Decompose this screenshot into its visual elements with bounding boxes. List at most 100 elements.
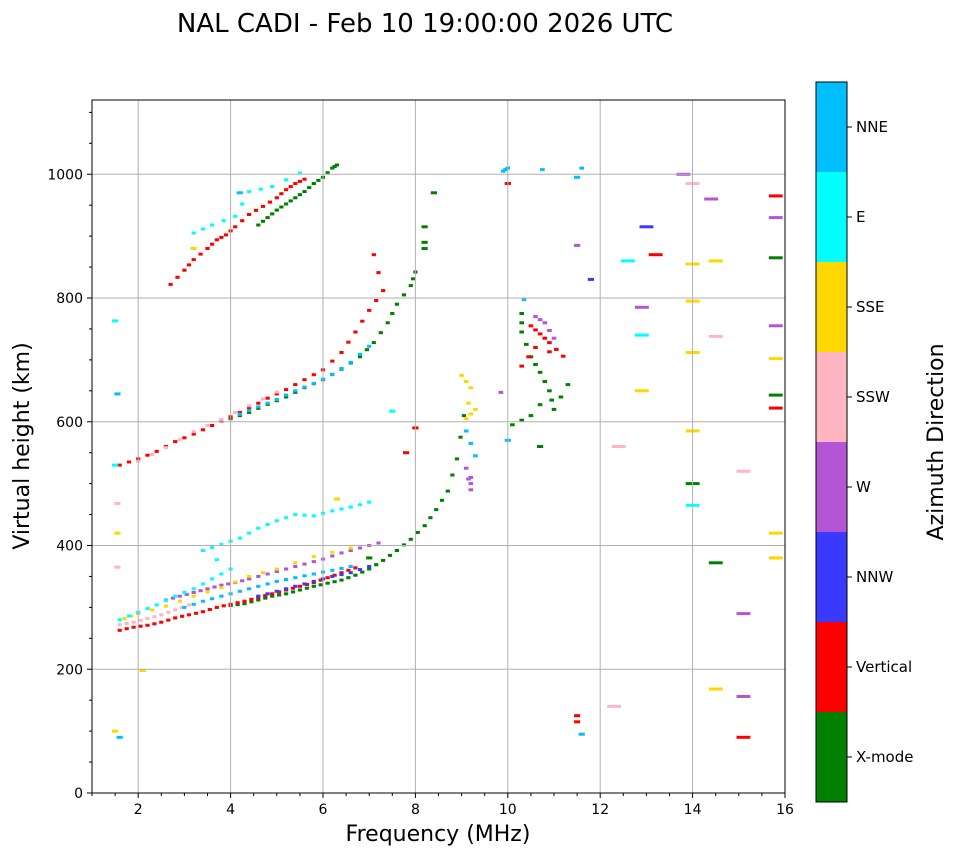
- y-axis-ticks: 0 200 400 600 800 1000: [47, 111, 92, 802]
- isolated-mark: [708, 334, 723, 338]
- trace-mark: [401, 543, 406, 547]
- trace-mark: [547, 341, 552, 345]
- trace-mark: [542, 321, 548, 325]
- trace-mark: [558, 395, 564, 399]
- trace-mark: [267, 200, 272, 204]
- trace-mark: [237, 536, 242, 540]
- trace-mark: [117, 618, 122, 622]
- trace-mark: [293, 565, 298, 568]
- trace-mark: [381, 558, 386, 562]
- trace-mark: [367, 500, 372, 504]
- trace-mark: [182, 268, 187, 272]
- trace-mark: [131, 625, 136, 629]
- isolated-mark: [430, 191, 437, 195]
- trace-mark: [473, 407, 478, 411]
- trace-mark: [325, 576, 330, 580]
- isolated-mark: [768, 194, 783, 198]
- trace-mark: [260, 219, 266, 223]
- trace-mark: [519, 312, 524, 315]
- trace-mark: [210, 223, 215, 227]
- trace-mark: [152, 622, 157, 626]
- trace-mark: [357, 355, 363, 359]
- trace-mark: [521, 298, 527, 301]
- trace-mark: [537, 332, 543, 336]
- trace-mark: [154, 449, 159, 453]
- trace-mark: [219, 572, 224, 576]
- trace-mark: [258, 187, 263, 191]
- trace-mark: [214, 558, 219, 562]
- isolated-mark: [537, 445, 544, 448]
- trace-mark: [180, 605, 185, 609]
- trace-mark: [210, 424, 215, 427]
- isolated-mark: [574, 243, 581, 247]
- isolated-mark: [333, 497, 340, 501]
- trace-mark: [219, 586, 224, 590]
- trace-mark: [173, 594, 178, 598]
- trace-mark: [186, 613, 192, 617]
- trace-mark: [290, 590, 296, 594]
- trace-mark: [311, 373, 316, 377]
- isolated-mark: [574, 714, 581, 718]
- trace-mark: [240, 579, 245, 583]
- isolated-mark: [421, 240, 428, 244]
- trace-mark: [219, 235, 224, 239]
- trace-mark: [186, 603, 192, 607]
- trace-mark: [332, 573, 337, 577]
- trace-mark: [348, 546, 353, 550]
- isolated-mark: [112, 319, 119, 323]
- trace-mark: [422, 524, 427, 528]
- trace-mark: [154, 603, 159, 607]
- trace-mark: [193, 611, 199, 615]
- trace-mark: [150, 453, 155, 456]
- trace-mark: [463, 429, 469, 433]
- trace-mark: [459, 373, 464, 377]
- trace-mark: [302, 385, 307, 389]
- colorbar-segment: [816, 712, 847, 802]
- trace-mark: [454, 457, 460, 461]
- y-tick-label: 1000: [47, 167, 83, 183]
- trace-mark: [302, 177, 307, 181]
- trace-mark: [205, 587, 210, 591]
- trace-mark: [339, 571, 344, 575]
- trace-mark: [284, 567, 289, 571]
- trace-mark: [348, 549, 353, 552]
- trace-mark: [274, 390, 279, 394]
- trace-mark: [304, 586, 309, 590]
- isolated-mark: [114, 392, 121, 396]
- trace-mark: [237, 412, 242, 416]
- trace-mark: [551, 336, 557, 340]
- isolated-mark: [421, 225, 428, 229]
- trace-mark: [311, 555, 316, 559]
- trace-mark: [330, 166, 335, 170]
- trace-mark: [247, 577, 252, 581]
- isolated-mark: [648, 253, 663, 257]
- trace-mark: [247, 404, 252, 408]
- isolated-mark: [421, 247, 428, 250]
- trace-mark: [124, 627, 129, 631]
- trace-mark: [445, 489, 450, 493]
- trace-mark: [463, 466, 469, 470]
- trace-mark: [152, 615, 157, 619]
- colorbar-segment: [816, 352, 847, 442]
- trace-mark: [394, 302, 399, 306]
- y-tick-label: 200: [56, 662, 83, 678]
- trace-mark: [519, 364, 524, 368]
- trace-mark: [284, 188, 289, 192]
- trace-mark: [200, 582, 205, 586]
- trace-mark: [311, 579, 316, 583]
- trace-mark: [247, 406, 252, 410]
- trace-mark: [293, 182, 298, 185]
- y-tick-label: 800: [56, 291, 83, 307]
- trace-mark: [117, 623, 122, 627]
- isolated-mark: [607, 704, 621, 708]
- trace-mark: [240, 202, 245, 206]
- trace-mark: [554, 347, 559, 351]
- trace-mark: [293, 389, 298, 393]
- colorbar-tick-label: SSE: [856, 298, 885, 316]
- trace-mark: [117, 463, 122, 467]
- trace-mark: [212, 585, 217, 589]
- trace-mark: [274, 567, 279, 571]
- trace-mark: [249, 597, 254, 601]
- isolated-mark: [114, 531, 121, 535]
- trace-mark: [235, 603, 240, 607]
